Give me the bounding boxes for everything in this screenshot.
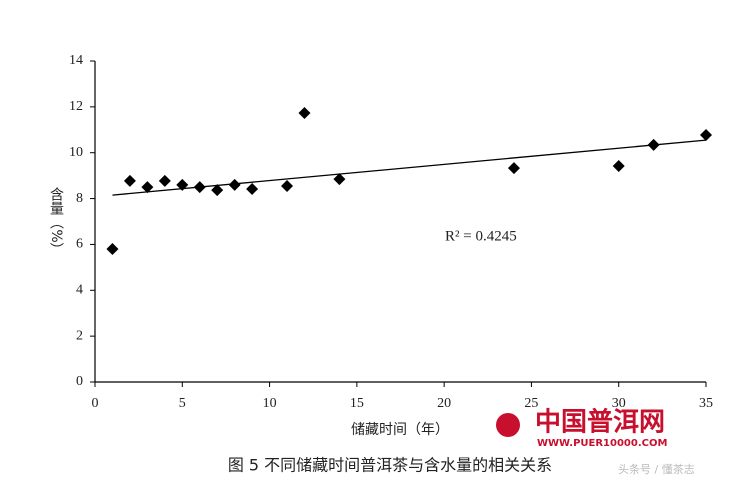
x-tick-label: 20 [437, 396, 451, 411]
point [700, 129, 712, 142]
point [193, 181, 206, 194]
y-tick-label: 10 [69, 145, 83, 160]
watermark-url: WWW.PUER10000.COM [537, 438, 667, 449]
point [228, 178, 241, 191]
watermark-logo [496, 413, 520, 437]
point [333, 173, 346, 186]
point [141, 181, 154, 194]
y-tick-label: 4 [76, 283, 83, 298]
x-tick-label: 15 [350, 396, 364, 411]
point [211, 184, 224, 197]
point [246, 182, 259, 195]
point [158, 174, 171, 187]
x-axis-label: 储藏时间（年） [351, 422, 449, 438]
y-tick-label: 14 [69, 53, 83, 68]
annotation: R² = 0.4245 [445, 228, 517, 244]
point [106, 243, 119, 256]
y-tick-label: 6 [76, 237, 83, 252]
x-tick-label: 35 [699, 396, 713, 411]
y-axis-label: 含量（%） [48, 187, 64, 256]
point [507, 162, 520, 175]
x-tick-label: 25 [524, 396, 538, 411]
x-tick-label: 0 [92, 396, 99, 411]
x-tick-label: 5 [179, 396, 186, 411]
chart-title: 图 5 不同储藏时间普洱茶与含水量的相关关系 [228, 456, 552, 475]
y-tick-label: 8 [76, 191, 83, 206]
watermark-credit: 头条号 / 懂茶志 [618, 462, 695, 476]
point [281, 179, 294, 192]
y-tick-label: 2 [76, 328, 83, 343]
watermark-name: 中国普洱网 [535, 407, 665, 438]
point [176, 178, 189, 191]
point [298, 107, 311, 120]
x-tick-label: 30 [612, 396, 626, 411]
y-tick-label: 12 [69, 99, 83, 114]
point [612, 160, 625, 173]
y-tick-label: 0 [76, 374, 83, 389]
point [123, 174, 136, 187]
point [647, 138, 660, 151]
trendline [112, 139, 707, 196]
x-tick-label: 10 [263, 396, 277, 411]
